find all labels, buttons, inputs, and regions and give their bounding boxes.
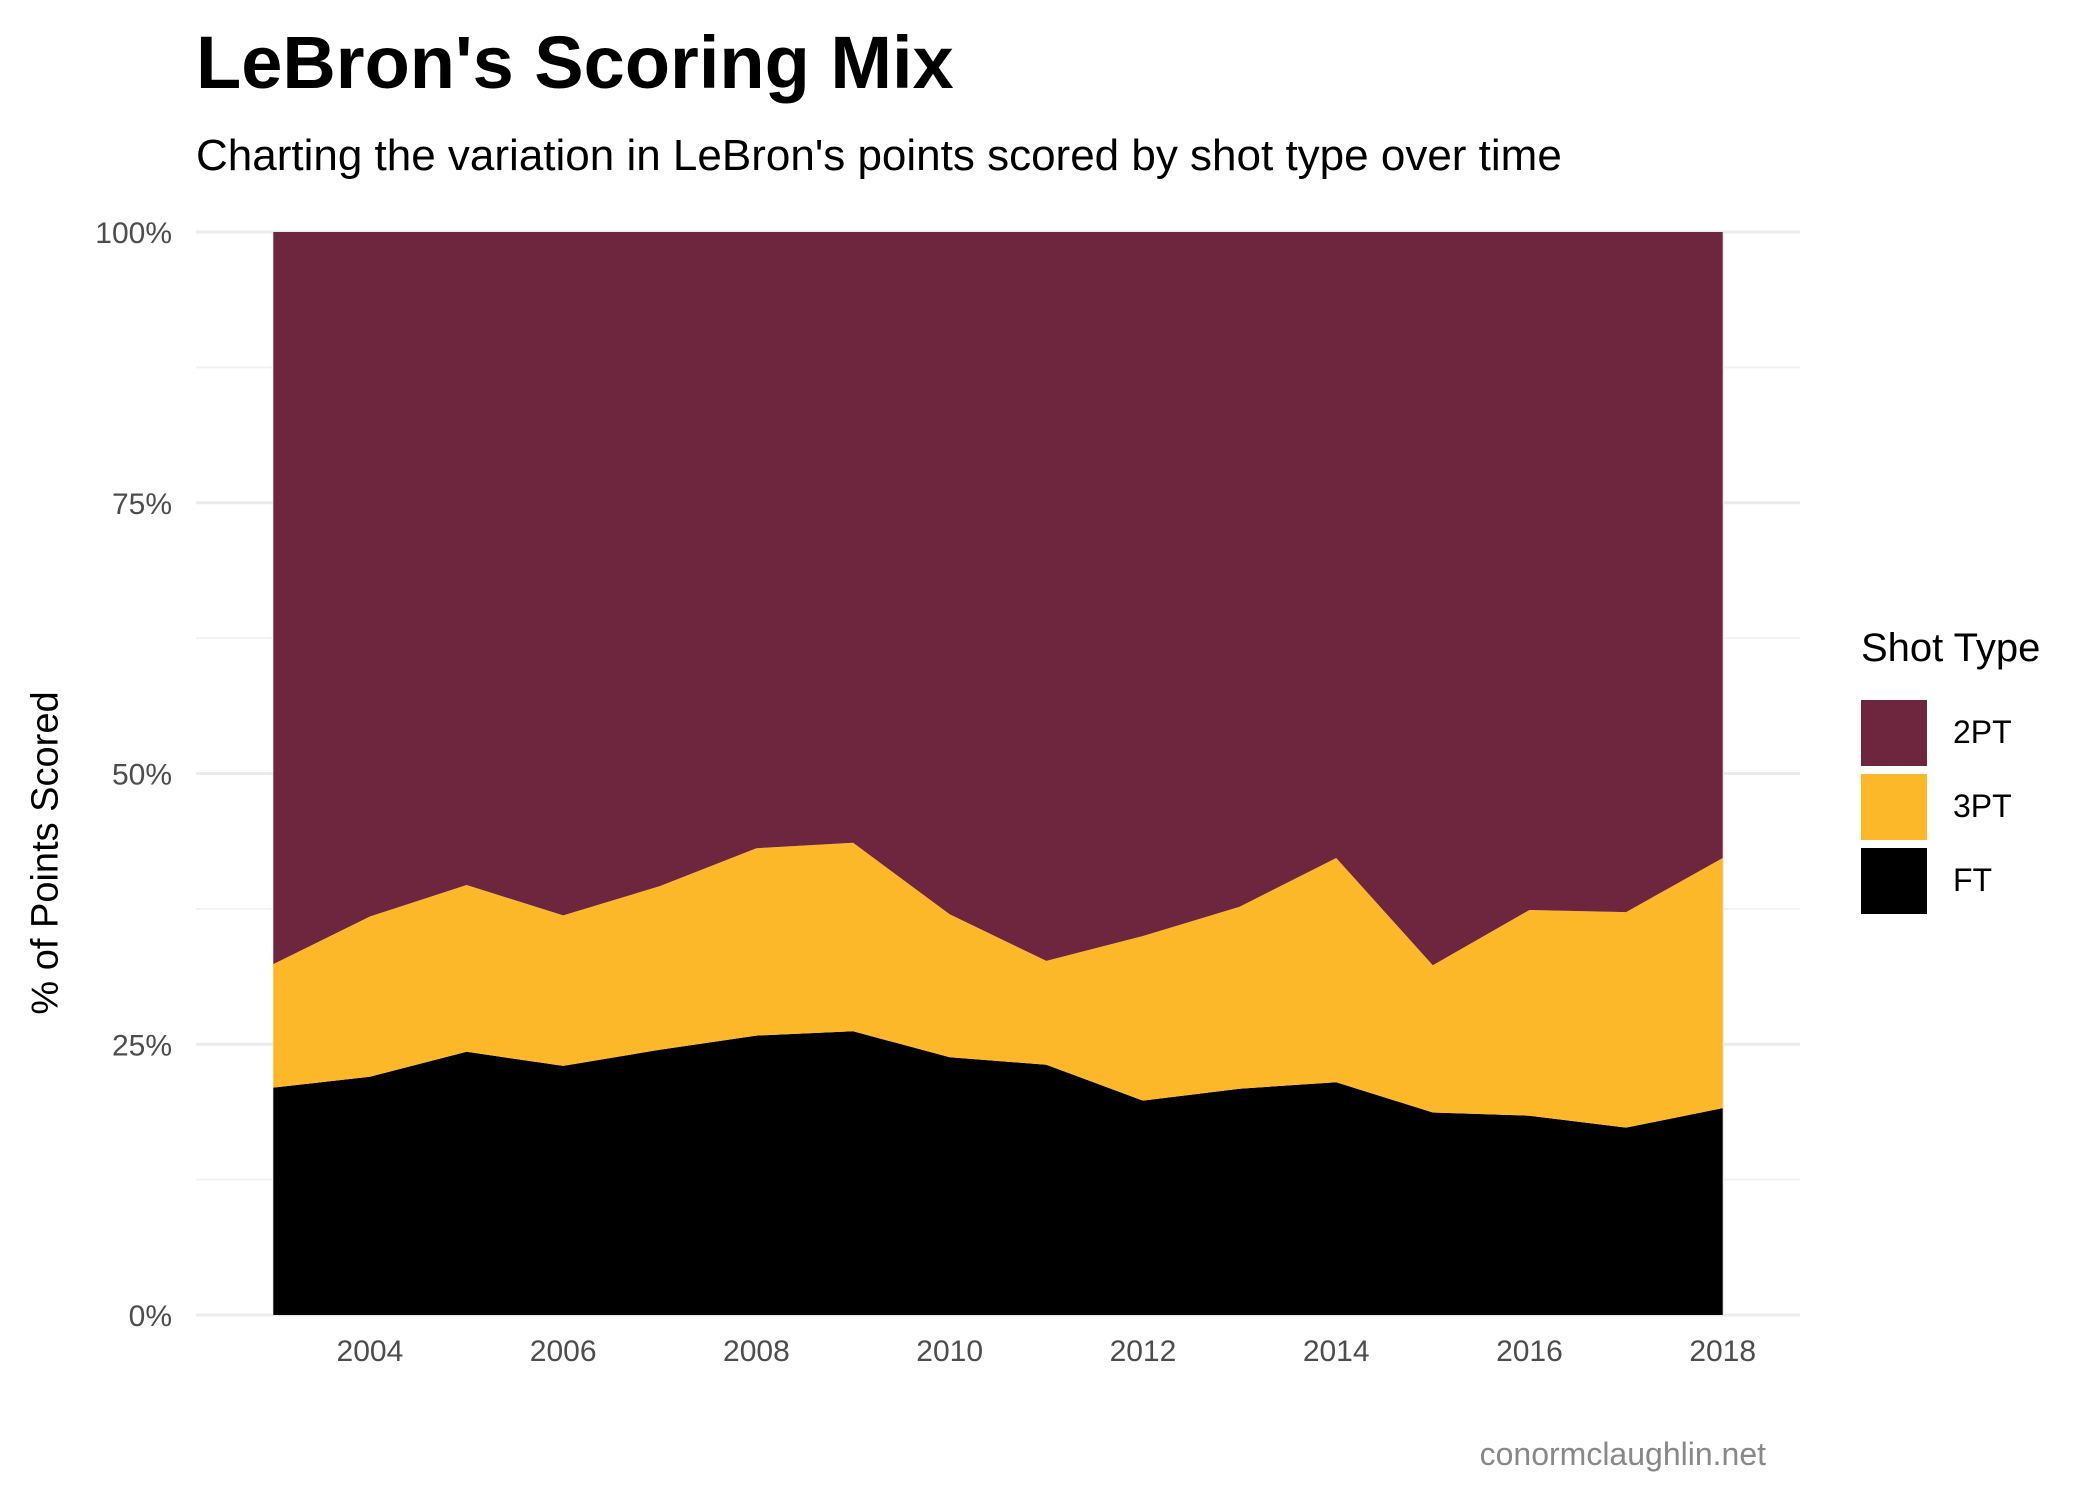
chart-subtitle: Charting the variation in LeBron's point… — [196, 131, 1562, 180]
legend-swatch-3pt — [1861, 774, 1927, 840]
x-tick-label: 2014 — [1303, 1335, 1370, 1368]
x-tick-label: 2004 — [337, 1335, 404, 1368]
y-tick-label: 75% — [112, 488, 172, 521]
area-3pt — [273, 842, 1723, 1128]
legend-label-2pt: 2PT — [1953, 714, 2012, 750]
x-axis-ticks: 2004 2006 2008 2010 2012 2014 2016 2018 — [337, 1335, 1757, 1368]
y-axis-label: % of Points Scored — [24, 691, 67, 1015]
legend-title: Shot Type — [1861, 626, 2041, 670]
legend-label-ft: FT — [1953, 862, 1993, 898]
y-tick-label: 25% — [112, 1029, 172, 1062]
legend-item-3pt: 3PT — [1861, 774, 2081, 840]
y-axis-ticks: 0% 25% 50% 75% 100% — [95, 217, 172, 1333]
y-tick-label: 100% — [95, 217, 172, 250]
legend-item-ft: FT — [1861, 848, 2081, 914]
legend-item-2pt: 2PT — [1861, 700, 2081, 766]
chart-caption: conormclaughlin.net — [1479, 1436, 1766, 1472]
stacked-areas — [273, 232, 1723, 1315]
x-tick-label: 2018 — [1689, 1335, 1756, 1368]
area-2pt — [273, 232, 1723, 966]
y-tick-label: 0% — [129, 1300, 172, 1333]
x-tick-label: 2016 — [1496, 1335, 1563, 1368]
area-ft — [273, 1031, 1723, 1315]
legend-label-3pt: 3PT — [1953, 788, 2012, 824]
x-tick-label: 2006 — [530, 1335, 597, 1368]
y-tick-label: 50% — [112, 759, 172, 792]
legend-swatch-2pt — [1861, 700, 1927, 766]
chart-title: LeBron's Scoring Mix — [196, 21, 954, 104]
x-tick-label: 2010 — [916, 1335, 983, 1368]
x-tick-label: 2012 — [1110, 1335, 1177, 1368]
x-tick-label: 2008 — [723, 1335, 790, 1368]
legend-swatch-ft — [1861, 848, 1927, 914]
